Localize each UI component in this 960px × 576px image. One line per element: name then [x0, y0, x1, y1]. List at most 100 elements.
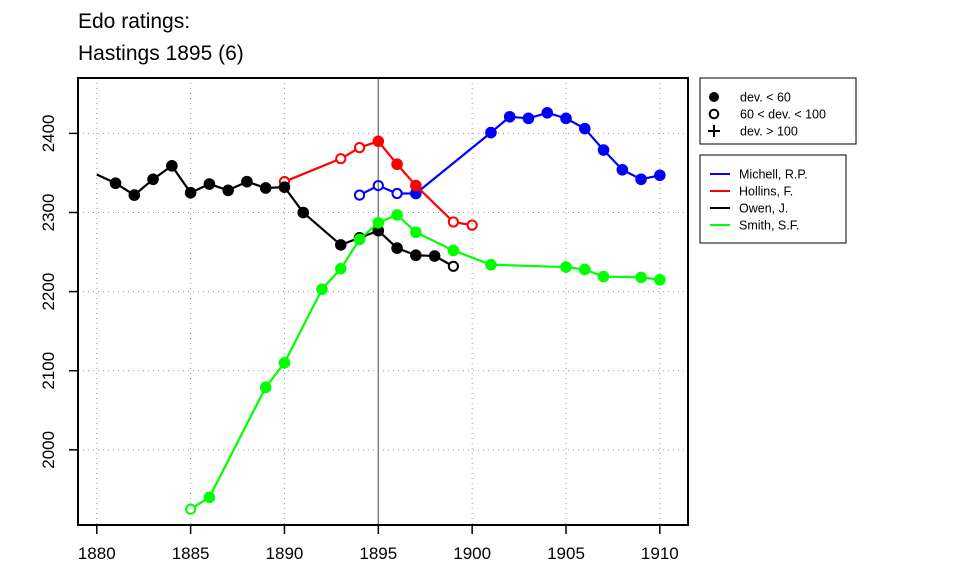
series-segment	[345, 238, 356, 245]
data-point	[259, 381, 272, 394]
data-point	[560, 112, 572, 125]
data-point	[353, 233, 366, 246]
data-point	[410, 249, 422, 262]
data-point	[185, 503, 197, 515]
series-segment	[364, 231, 374, 237]
series-segment	[232, 182, 243, 190]
grid	[78, 78, 688, 525]
series-segment	[380, 144, 395, 161]
data-point	[578, 122, 591, 135]
chart-title-line-1: Edo ratings:	[78, 10, 190, 33]
y-tick-label: 2100	[39, 352, 58, 390]
series-segment	[438, 257, 450, 265]
marker-legend-box	[699, 77, 857, 145]
data-point	[391, 242, 403, 254]
series-segment	[494, 119, 507, 131]
data-point	[278, 181, 291, 193]
y-tick-label: 2200	[39, 273, 58, 311]
data-point	[335, 153, 347, 165]
data-point	[654, 273, 666, 286]
data-point	[485, 258, 497, 271]
data-point	[278, 357, 291, 369]
data-point	[334, 239, 347, 251]
data-point	[184, 186, 197, 199]
data-point	[372, 179, 384, 192]
legend-series-label: Hollins, F.	[739, 185, 793, 199]
series-segment	[399, 167, 414, 183]
series-segment	[570, 119, 581, 128]
series-segment	[571, 266, 580, 270]
data-point	[203, 178, 216, 190]
legend-series-label: Smith, S.F.	[739, 219, 799, 233]
legend-series-label: Michell, R.P.	[739, 168, 808, 182]
series-segment	[324, 271, 339, 287]
series-segment	[381, 233, 395, 246]
data-point	[466, 219, 478, 231]
series-segment	[137, 181, 150, 193]
data-point	[447, 260, 459, 272]
x-tick-label: 1905	[547, 544, 585, 563]
y-tick-label: 2000	[39, 431, 58, 469]
plot-frame	[77, 77, 689, 526]
series-segment	[589, 270, 600, 276]
data-point	[597, 270, 610, 283]
series-segment	[306, 215, 338, 243]
series-segment	[119, 185, 131, 194]
series-segment	[418, 188, 451, 220]
x-tick-label: 1885	[172, 544, 210, 563]
series-segment	[173, 169, 189, 190]
series-legend: Michell, R.P. Hollins, F. Owen, J. Smith, S…	[699, 154, 847, 244]
series-michell-r-p	[353, 107, 666, 201]
series-segment	[267, 366, 283, 384]
data-point	[616, 163, 629, 176]
series-smith-s-f	[185, 209, 666, 515]
x-tick-label: 1880	[78, 544, 116, 563]
data-point	[485, 126, 497, 139]
series-segment	[342, 243, 358, 265]
data-point	[597, 144, 610, 156]
data-point	[560, 261, 572, 273]
data-point	[372, 135, 385, 148]
chart-title-line-2: Hastings 1895 (6)	[78, 42, 244, 65]
series-segment	[362, 225, 376, 237]
series-segment	[626, 171, 637, 178]
series-legend-box	[699, 154, 847, 244]
series-segment	[286, 190, 302, 209]
data-point	[410, 179, 422, 192]
data-point	[222, 184, 234, 197]
series-segment	[382, 215, 393, 222]
series-segment	[194, 185, 206, 192]
data-point	[428, 250, 441, 262]
series-segment	[551, 113, 562, 118]
series-segment	[608, 275, 636, 279]
series-segment	[401, 248, 412, 255]
legend-open-circle	[708, 108, 720, 120]
series-segment	[533, 113, 543, 118]
data-point	[578, 263, 591, 276]
axes: 1880 1885 1890 1895 1900 1905 1910 2000 2100 2200…	[39, 114, 679, 563]
data-point	[372, 216, 385, 229]
series-segment	[288, 159, 337, 181]
legend-symbol-filled-circle	[709, 92, 719, 102]
data-point	[297, 206, 310, 219]
x-tick-label: 1900	[453, 544, 491, 563]
series-segment	[285, 293, 321, 359]
data-point	[203, 491, 216, 504]
data-point	[353, 189, 366, 201]
x-tick-label: 1890	[266, 544, 304, 563]
data-point	[391, 209, 403, 221]
series-segment	[194, 499, 206, 508]
data-point	[334, 262, 347, 275]
series-segment	[496, 263, 561, 269]
data-point	[128, 189, 141, 201]
series-segment	[514, 116, 524, 120]
y-tick-label: 2300	[39, 194, 58, 232]
series-segment	[420, 233, 450, 250]
x-tick-label: 1895	[359, 544, 397, 563]
data-point	[316, 283, 328, 296]
series-layer	[96, 107, 666, 515]
data-point	[447, 244, 460, 257]
series-segment	[458, 221, 468, 226]
legend-series-label: Owen, J.	[739, 202, 788, 216]
